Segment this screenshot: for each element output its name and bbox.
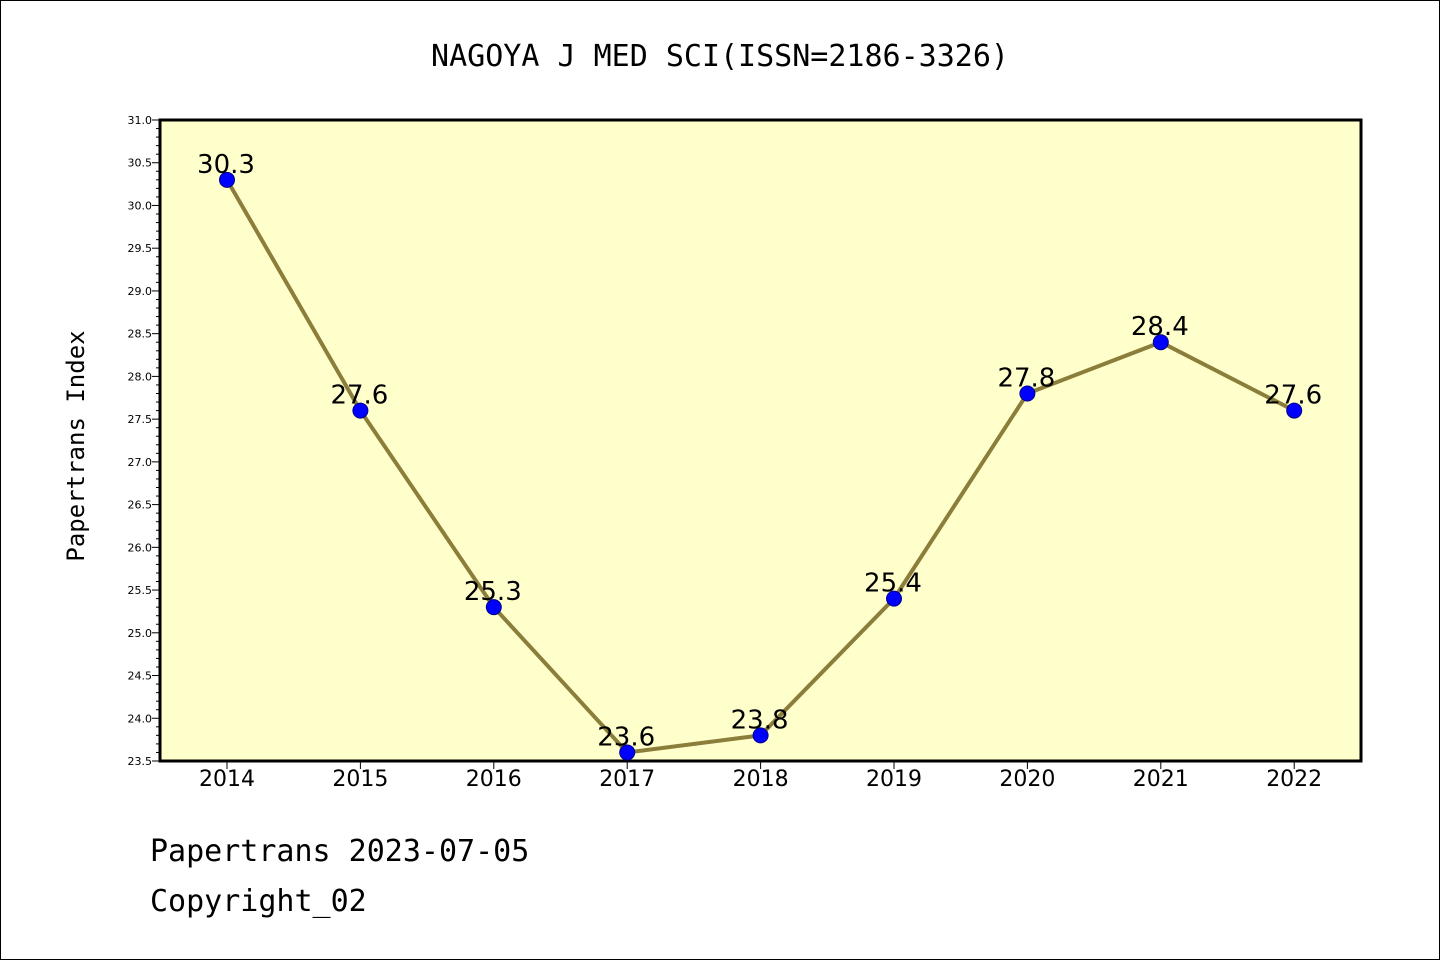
data-point <box>619 744 636 761</box>
plot-area <box>158 118 1363 763</box>
data-markers <box>219 171 1303 761</box>
x-tick-label: 2018 <box>733 767 789 792</box>
y-tick-label: 29.5 <box>128 242 153 255</box>
x-tick-label: 2022 <box>1266 767 1322 792</box>
data-point <box>886 590 902 607</box>
y-tick-label: 26.5 <box>128 499 153 512</box>
y-tick-label: 25.0 <box>128 627 153 640</box>
data-point <box>1019 385 1036 402</box>
y-tick-label: 29.0 <box>128 285 153 298</box>
y-tick-label: 28.5 <box>128 328 153 341</box>
data-label: 25.3 <box>464 577 522 607</box>
data-point <box>485 599 502 616</box>
x-tick-label: 2014 <box>199 767 255 792</box>
y-tick-label: 28.0 <box>128 370 153 383</box>
x-tick-label: 2021 <box>1133 767 1189 792</box>
data-label: 27.6 <box>1264 381 1322 411</box>
y-tick-label: 31.0 <box>128 114 153 127</box>
data-point <box>1286 402 1303 419</box>
y-tick-label: 24.0 <box>128 712 153 725</box>
data-point <box>752 727 769 744</box>
y-tick-label: 23.5 <box>128 755 153 768</box>
y-tick-label: 27.5 <box>128 413 153 426</box>
y-tick-label: 30.5 <box>128 157 153 170</box>
x-tick-label: 2016 <box>466 767 522 792</box>
data-labels: 30.3 27.6 25.3 23.6 23.8 25.4 27.8 28.4 27.6 <box>197 150 1322 753</box>
x-tick-label: 2015 <box>332 767 388 792</box>
chart-title: NAGOYA J MED SCI(ISSN=2186-3326) <box>431 39 1009 74</box>
x-tick-label: 2019 <box>866 767 922 792</box>
footer-date: Papertrans 2023-07-05 <box>150 834 530 869</box>
data-label: 27.6 <box>330 381 388 411</box>
data-label: 28.4 <box>1131 312 1189 342</box>
data-point <box>1152 334 1169 351</box>
data-point <box>352 402 369 419</box>
data-label: 25.4 <box>864 569 922 599</box>
footer-copyright: Copyright_02 <box>150 884 367 919</box>
y-tick-label: 25.5 <box>128 584 153 597</box>
x-tick-label: 2020 <box>999 767 1055 792</box>
y-axis-label: Papertrans Index <box>62 330 90 561</box>
y-tick-label: 27.0 <box>128 456 153 469</box>
y-axis: 23.5 24.0 24.5 25.0 25.5 26.0 26.5 27.0 27.5 28.0… <box>128 114 160 768</box>
x-tick-label: 2017 <box>599 767 655 792</box>
y-tick-label: 30.0 <box>128 199 153 212</box>
y-tick-label: 24.5 <box>128 670 153 683</box>
x-axis: 2014 2015 2016 2017 2018 2019 2020 2021 2022 <box>199 761 1322 792</box>
data-point <box>219 171 235 188</box>
data-label: 23.6 <box>597 722 655 752</box>
y-tick-label: 26.0 <box>128 541 153 554</box>
data-label: 30.3 <box>197 150 255 180</box>
data-label: 23.8 <box>731 705 789 735</box>
data-label: 27.8 <box>997 363 1055 393</box>
